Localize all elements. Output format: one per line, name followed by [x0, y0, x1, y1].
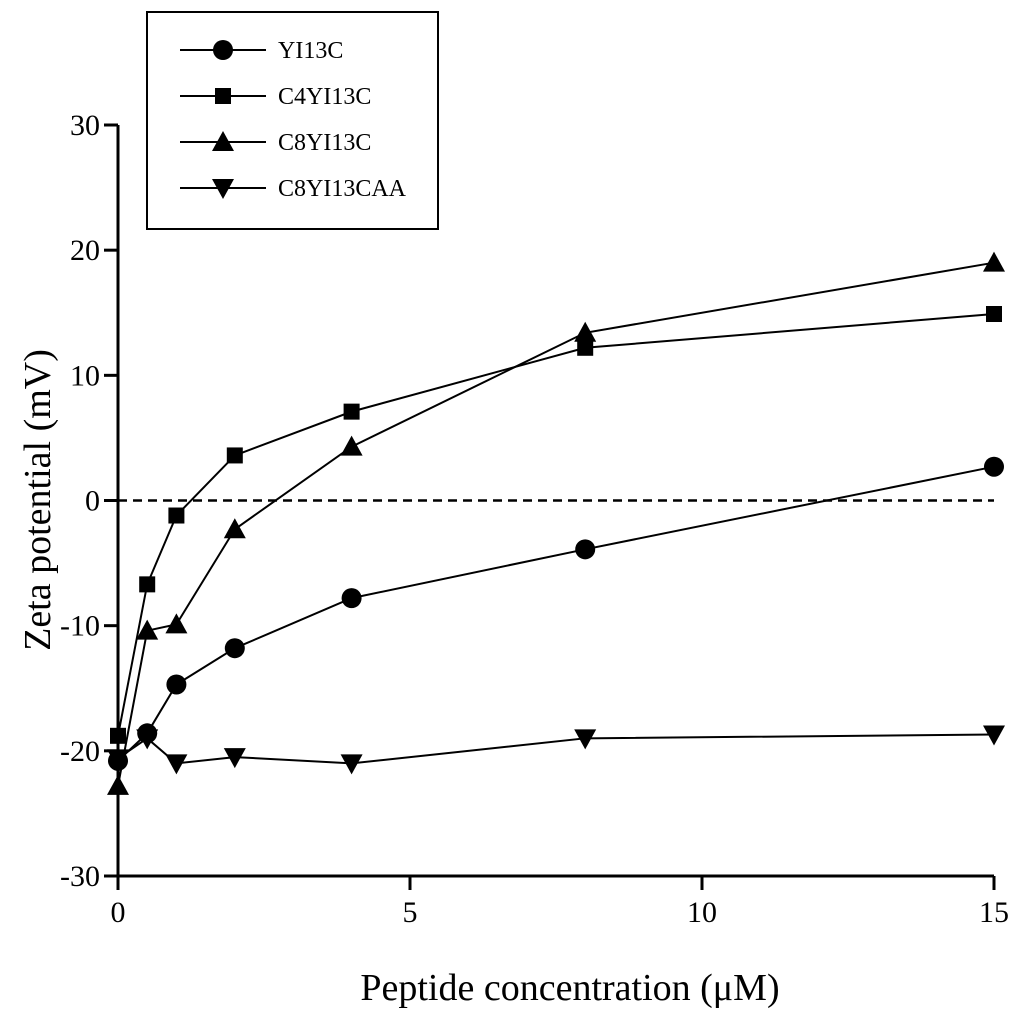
legend-item-c4yi13c: C4YI13C [180, 84, 371, 110]
series-c4yi13c [110, 306, 1002, 744]
data-point-c8yi13caa [107, 749, 129, 770]
legend-label-yi13c: YI13C [278, 38, 343, 64]
data-point-c8yi13c [136, 619, 159, 640]
y-tick-label: 0 [85, 485, 100, 518]
legend: YI13C C4YI13C C8YI13C C8YI13CAA [146, 11, 439, 230]
legend-item-c8yi13c: C8YI13C [180, 130, 371, 156]
data-point-c8yi13c [107, 774, 129, 795]
legend-item-c8yi13caa: C8YI13CAA [180, 176, 407, 202]
series-c8yi13caa [107, 725, 1005, 775]
data-point-c4yi13c [986, 306, 1002, 323]
y-tick-label: -10 [60, 610, 100, 643]
legend-marker-c8yi13c [212, 131, 234, 151]
data-point-c8yi13caa [574, 729, 597, 750]
legend-marker-yi13c [213, 40, 233, 60]
y-axis-title: Zeta potential (mV) [17, 349, 59, 651]
data-point-c8yi13caa [165, 754, 188, 775]
data-point-c8yi13c [574, 321, 597, 342]
data-point-c8yi13caa [983, 725, 1005, 746]
x-tick-label: 15 [979, 896, 1009, 929]
series-line-c8yi13caa [117, 733, 995, 765]
data-point-c8yi13c [223, 518, 246, 539]
data-point-yi13c [224, 638, 245, 659]
legend-marker-c4yi13c [215, 88, 231, 104]
legend-label-c8yi13caa: C8YI13CAA [278, 176, 407, 202]
y-tick-label: 20 [70, 234, 100, 267]
axes: 0 5 10 15 -30 -20 -10 0 10 20 30 [60, 109, 1009, 929]
data-point-yi13c [341, 588, 362, 609]
data-point-c4yi13c [343, 403, 360, 420]
data-point-c8yi13c [340, 435, 363, 456]
x-tick-label: 0 [111, 896, 126, 929]
legend-item-yi13c: YI13C [180, 38, 343, 64]
data-point-yi13c [166, 674, 187, 695]
data-point-c8yi13c [983, 251, 1005, 272]
legend-label-c4yi13c: C4YI13C [278, 84, 371, 110]
data-point-yi13c [575, 539, 596, 560]
data-point-c4yi13c [168, 507, 185, 524]
legend-box [146, 11, 439, 230]
data-point-c8yi13caa [223, 748, 246, 769]
data-point-c4yi13c [577, 339, 594, 356]
data-point-yi13c [984, 456, 1004, 477]
series-c8yi13c [107, 251, 1005, 795]
series-line-c4yi13c [117, 313, 995, 737]
data-point-c8yi13c [165, 613, 188, 634]
series-layer [107, 251, 1005, 795]
y-tick-label: 10 [70, 359, 100, 392]
data-point-c8yi13caa [136, 729, 159, 750]
y-tick-label: -30 [60, 860, 100, 893]
data-point-c4yi13c [110, 727, 126, 744]
data-point-c8yi13caa [340, 754, 363, 775]
y-tick-label: -20 [60, 735, 100, 768]
x-tick-label: 5 [403, 896, 418, 929]
series-line-c8yi13c [117, 261, 995, 787]
series-yi13c [108, 456, 1004, 771]
data-point-c4yi13c [139, 576, 156, 593]
x-tick-label: 10 [687, 896, 717, 929]
x-axis-title: Peptide concentration (μM) [360, 967, 779, 1009]
series-line-yi13c [117, 465, 995, 762]
y-tick-label: 30 [70, 109, 100, 142]
legend-label-c8yi13c: C8YI13C [278, 130, 371, 156]
data-point-c4yi13c [226, 447, 243, 464]
legend-marker-c8yi13caa [212, 179, 234, 199]
